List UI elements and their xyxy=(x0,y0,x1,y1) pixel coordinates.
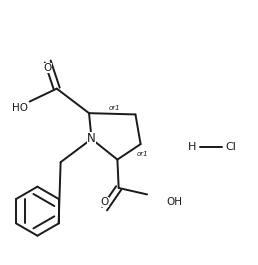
Text: Cl: Cl xyxy=(225,142,236,152)
Text: or1: or1 xyxy=(108,105,120,111)
Text: or1: or1 xyxy=(137,151,148,157)
Text: O: O xyxy=(100,197,109,207)
Text: HO: HO xyxy=(12,103,28,113)
Text: H: H xyxy=(188,142,196,152)
Text: O: O xyxy=(44,63,52,73)
Text: N: N xyxy=(87,132,96,145)
Text: OH: OH xyxy=(166,197,182,207)
